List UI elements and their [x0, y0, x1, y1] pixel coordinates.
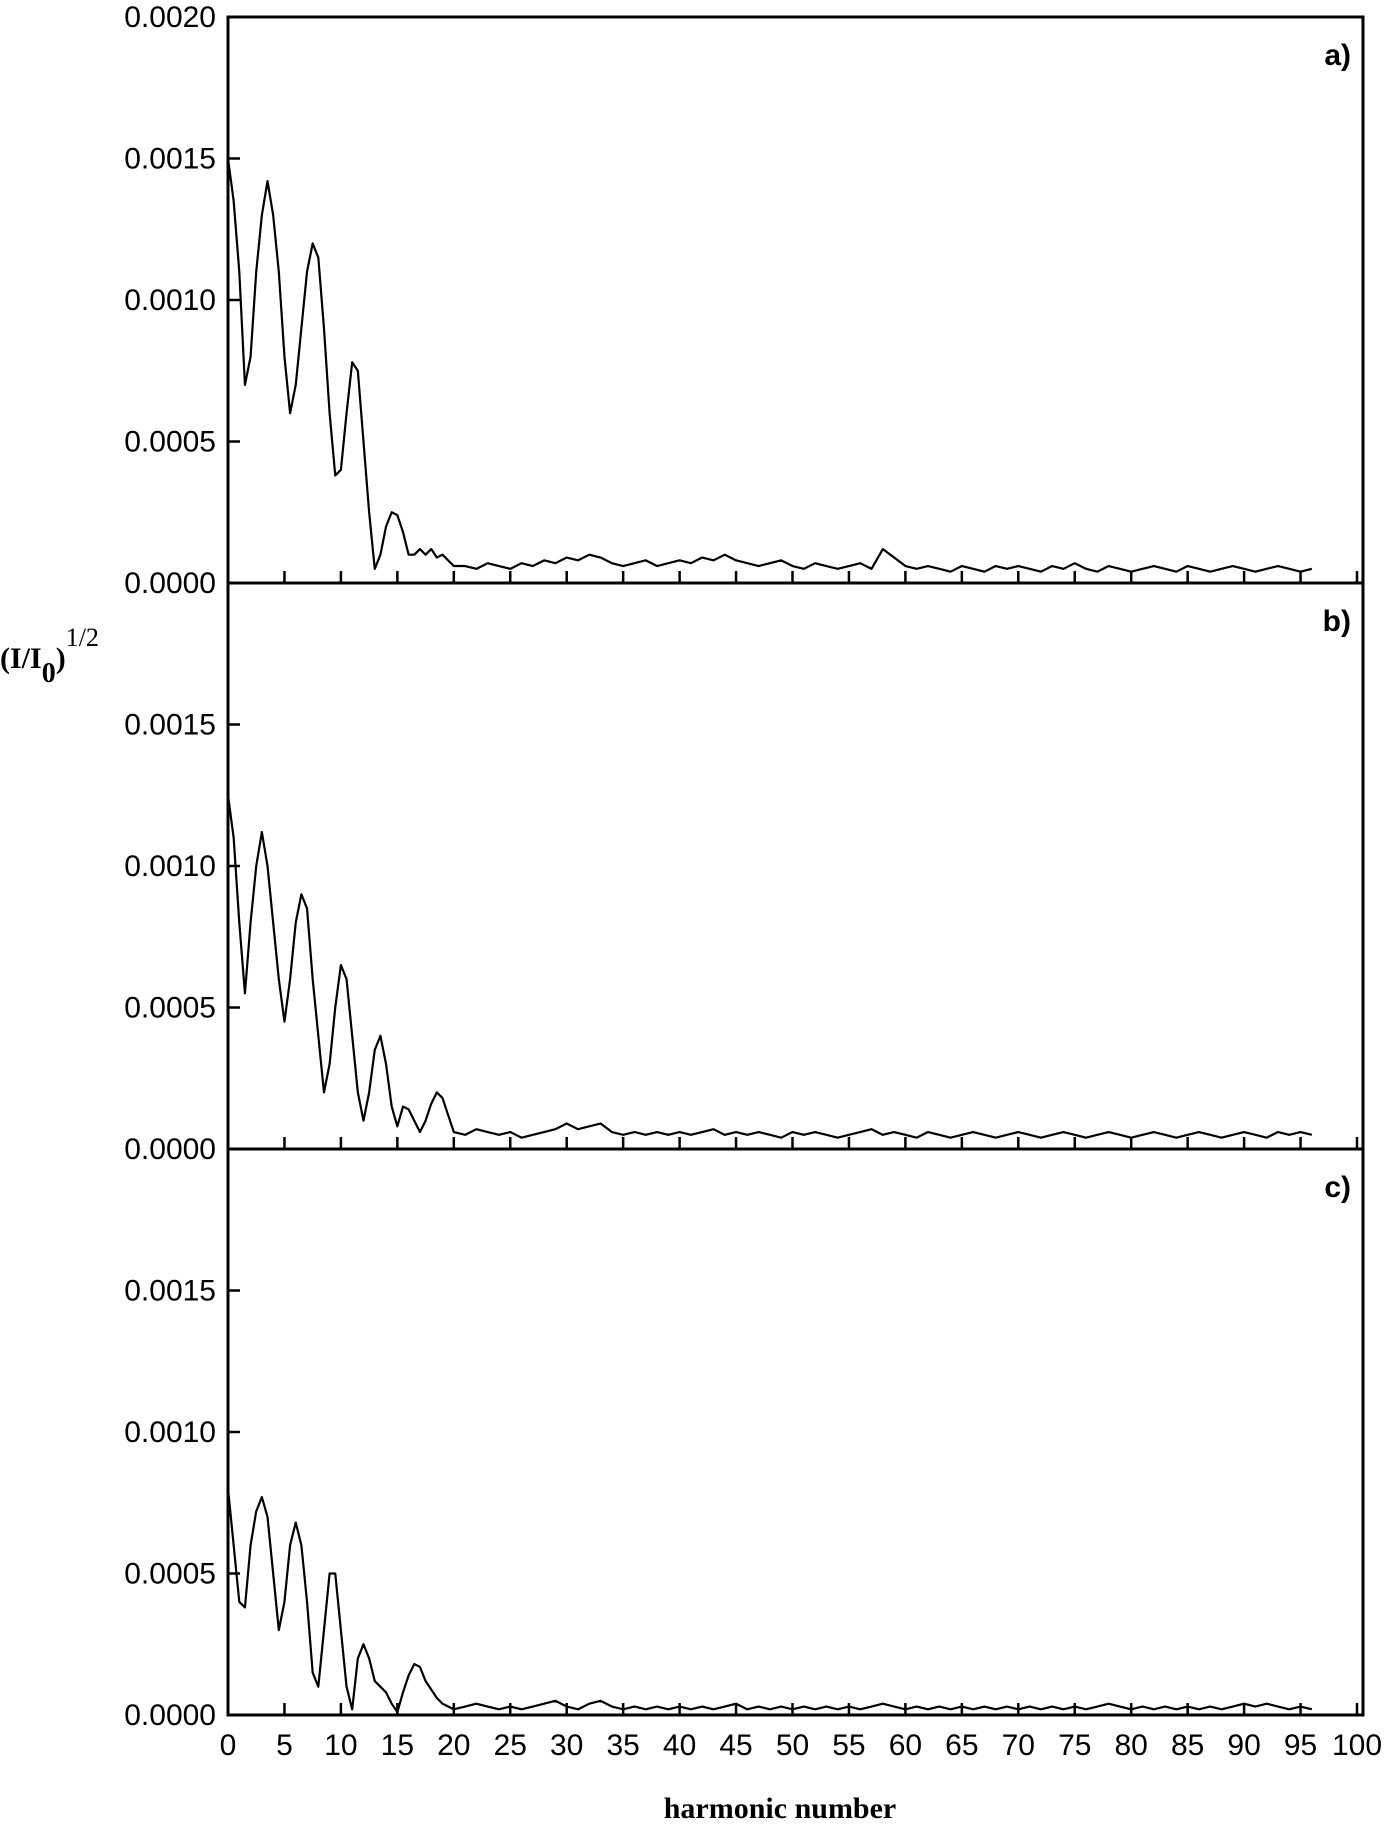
y-axis-label: (I/I0)1/2 [0, 623, 99, 689]
x-tick-label: 65 [945, 1729, 978, 1762]
panel-label: c) [1324, 1171, 1351, 1204]
y-tick-label: 0.0015 [124, 1275, 216, 1308]
y-label-sub: 0 [42, 658, 56, 689]
x-tick-label: 40 [663, 1729, 696, 1762]
y-tick-label: 0.0015 [124, 143, 216, 176]
x-tick-label: 0 [220, 1729, 237, 1762]
x-tick-label: 45 [719, 1729, 752, 1762]
y-tick-label: 0.0005 [124, 1558, 216, 1591]
x-tick-label: 80 [1115, 1729, 1148, 1762]
panel-label: b) [1323, 605, 1351, 638]
x-tick-label: 70 [1002, 1729, 1035, 1762]
y-tick-label: 0.0010 [124, 1416, 216, 1449]
x-tick-label: 5 [276, 1729, 293, 1762]
x-tick-label: 90 [1227, 1729, 1260, 1762]
y-tick-label: 0.0005 [124, 426, 216, 459]
x-tick-label: 10 [324, 1729, 357, 1762]
x-tick-label: 100 [1332, 1729, 1382, 1762]
x-tick-label: 95 [1284, 1729, 1317, 1762]
x-tick-label: 85 [1171, 1729, 1204, 1762]
y-label-main: (I/I [0, 642, 42, 675]
y-label-sup: 1/2 [66, 623, 99, 652]
x-tick-label: 20 [437, 1729, 470, 1762]
y-tick-label: 0.0005 [124, 992, 216, 1025]
y-tick-label: 0.0020 [124, 1, 216, 34]
x-tick-label: 30 [550, 1729, 583, 1762]
plot-frame [226, 581, 1365, 1151]
plot-frame [226, 15, 1365, 585]
y-tick-label: 0.0000 [124, 567, 216, 600]
data-line [226, 1488, 1313, 1714]
y-tick-label: 0.0010 [124, 284, 216, 317]
x-tick-label: 75 [1058, 1729, 1091, 1762]
x-axis-label: harmonic number [664, 1792, 897, 1825]
data-line [226, 795, 1313, 1139]
y-label-close: ) [56, 642, 66, 675]
y-tick-label: 0.0000 [124, 1133, 216, 1166]
x-tick-label: 60 [889, 1729, 922, 1762]
data-line [226, 158, 1313, 573]
panel-label: a) [1324, 39, 1351, 72]
x-tick-label: 50 [776, 1729, 809, 1762]
x-tick-label: 55 [832, 1729, 865, 1762]
y-tick-label: 0.0010 [124, 850, 216, 883]
plot-frame [226, 1147, 1365, 1717]
x-tick-label: 35 [606, 1729, 639, 1762]
y-tick-label: 0.0015 [124, 709, 216, 742]
x-tick-label: 15 [381, 1729, 414, 1762]
y-tick-label: 0.0000 [124, 1699, 216, 1732]
x-tick-label: 25 [494, 1729, 527, 1762]
